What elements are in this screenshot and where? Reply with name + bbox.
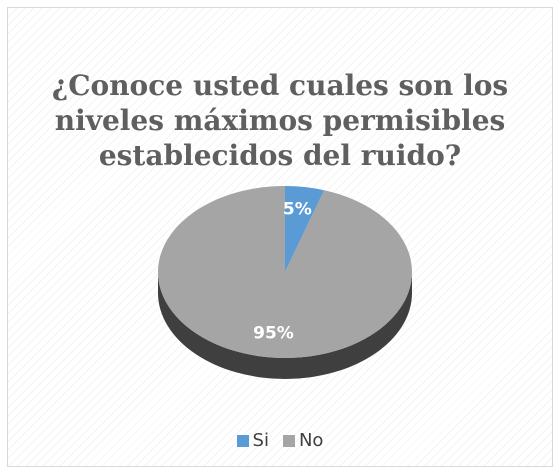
pie-slice-no bbox=[157, 186, 412, 358]
pie-chart: 5% 95% bbox=[157, 186, 412, 379]
chart-title-line-2: niveles máximos permisibles bbox=[54, 104, 506, 137]
data-label-si: 5% bbox=[283, 199, 312, 219]
chart-title: ¿Conoce usted cuales son los niveles máx… bbox=[8, 68, 552, 173]
chart-title-line-3: establecidos del ruido? bbox=[98, 139, 462, 172]
chart-area: ¿Conoce usted cuales son los niveles máx… bbox=[7, 7, 553, 467]
data-label-no: 95% bbox=[253, 323, 294, 343]
pie-side-no bbox=[158, 272, 412, 379]
legend-item-no: No bbox=[282, 430, 324, 451]
chart-title-line-1: ¿Conoce usted cuales son los bbox=[51, 69, 509, 102]
legend-item-si: Si bbox=[236, 430, 269, 451]
legend-label-si: Si bbox=[252, 430, 269, 451]
legend-label-no: No bbox=[298, 430, 324, 451]
legend: Si No bbox=[8, 430, 552, 451]
legend-swatch-no bbox=[282, 434, 295, 447]
legend-swatch-si bbox=[236, 434, 249, 447]
pie-slice-si bbox=[285, 186, 325, 272]
